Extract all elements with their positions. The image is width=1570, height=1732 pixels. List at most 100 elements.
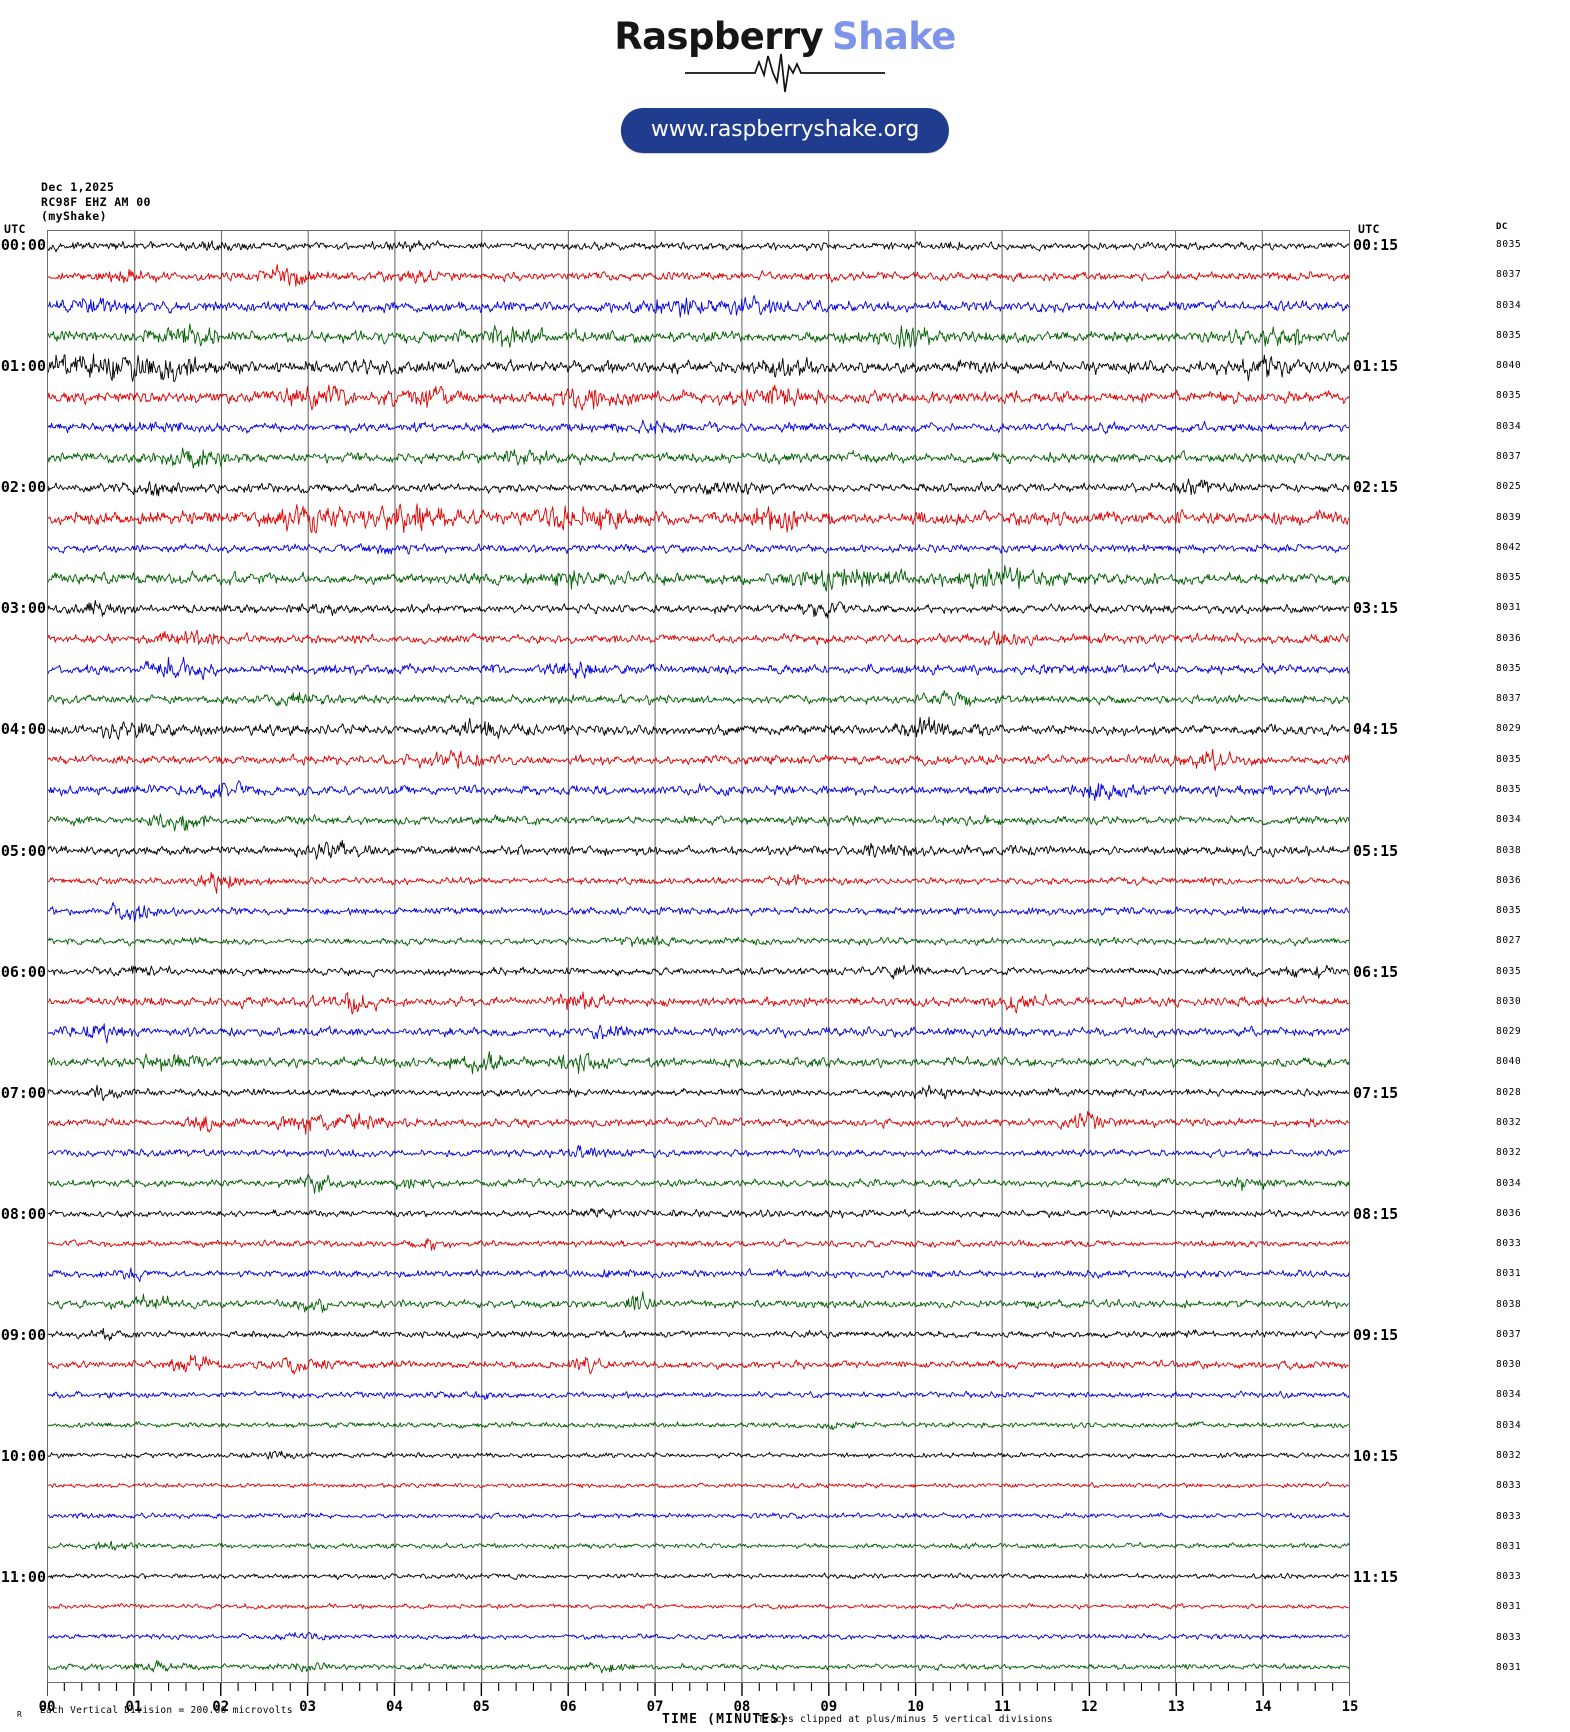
hour-label-right-4: 04:15 <box>1353 720 1399 739</box>
hour-label-left-1: 01:00 <box>0 357 46 376</box>
dc-value: 8035 <box>1496 390 1522 402</box>
dc-value: 8031 <box>1496 602 1522 614</box>
dc-value: 8031 <box>1496 1268 1522 1280</box>
raspberry-shake-logo: Raspberry Shake <box>0 18 1570 55</box>
x-tick-04: 04 <box>386 1699 403 1715</box>
x-tick-03: 03 <box>299 1699 317 1715</box>
dc-value: 8035 <box>1496 965 1522 977</box>
hour-label-left-9: 09:00 <box>0 1325 46 1344</box>
x-tick-06: 06 <box>559 1699 577 1715</box>
dc-value: 8038 <box>1496 844 1522 856</box>
dc-value: 8034 <box>1496 299 1522 311</box>
dc-value: 8027 <box>1496 935 1522 947</box>
hour-label-right-3: 03:15 <box>1353 599 1399 618</box>
dc-value: 8034 <box>1496 1419 1522 1431</box>
dc-value: 8032 <box>1496 1116 1522 1128</box>
meta-station: RC98F EHZ AM 00 <box>41 194 151 209</box>
hour-label-right-9: 09:15 <box>1353 1325 1399 1344</box>
dc-value: 8036 <box>1496 632 1522 644</box>
dc-value: 8038 <box>1496 1298 1522 1310</box>
seismic-traces <box>48 240 1349 1674</box>
dc-value: 8029 <box>1496 723 1522 735</box>
x-tick-05: 05 <box>472 1699 490 1715</box>
meta-date: Dec 1,2025 <box>41 180 115 194</box>
dc-value: 8042 <box>1496 541 1522 553</box>
hour-label-right-5: 05:15 <box>1353 841 1399 860</box>
dc-value: 8037 <box>1496 451 1522 463</box>
dc-value: 8034 <box>1496 1389 1522 1401</box>
x-tick-14: 14 <box>1254 1699 1272 1715</box>
hour-label-right-8: 08:15 <box>1353 1204 1399 1223</box>
x-tick-10: 10 <box>907 1699 925 1715</box>
hour-label-right-2: 02:15 <box>1353 478 1399 497</box>
seismic-waveform-icon <box>685 53 885 93</box>
dc-value: 8031 <box>1496 1601 1522 1613</box>
hour-label-right-7: 07:15 <box>1353 1083 1399 1102</box>
x-tick-13: 13 <box>1167 1699 1185 1715</box>
dc-value: 8035 <box>1496 329 1522 341</box>
logo-word-shake: Shake <box>832 15 956 58</box>
dc-value: 8040 <box>1496 1056 1522 1068</box>
dc-value: 8035 <box>1496 784 1522 795</box>
x-tick-15: 15 <box>1341 1699 1359 1715</box>
dc-value: 8035 <box>1496 572 1522 584</box>
hour-label-left-8: 08:00 <box>0 1204 46 1223</box>
dc-value: 8029 <box>1496 1026 1522 1038</box>
hour-label-left-4: 04:00 <box>0 720 46 739</box>
dc-value: 8030 <box>1496 1359 1522 1371</box>
dc-value: 8035 <box>1496 753 1522 765</box>
hour-label-left-11: 11:00 <box>0 1568 46 1587</box>
dc-value: 8035 <box>1496 662 1522 674</box>
dc-value: 8031 <box>1496 1540 1522 1552</box>
dc-value: 8033 <box>1496 1480 1522 1492</box>
dc-value: 8033 <box>1496 1571 1522 1583</box>
logo-word-raspberry: Raspberry <box>614 15 824 58</box>
x-tick-12: 12 <box>1080 1699 1098 1715</box>
website-url-button[interactable]: www.raspberryshake.org <box>620 108 950 153</box>
hour-label-left-3: 03:00 <box>0 599 46 618</box>
hour-label-left-0: 00:00 <box>0 236 46 255</box>
clip-note: Traces clipped at plus/minus 5 vertical … <box>758 1714 1053 1725</box>
hour-label-left-2: 02:00 <box>0 478 46 497</box>
hour-label-right-0: 00:15 <box>1353 236 1399 255</box>
dc-value: 8039 <box>1496 511 1522 523</box>
hour-label-right-1: 01:15 <box>1353 357 1399 376</box>
dc-value: 8034 <box>1496 420 1522 432</box>
dc-value: 8037 <box>1496 693 1522 705</box>
utc-header-left: UTC <box>4 222 26 236</box>
helicorder-metadata: Dec 1,2025 RC98F EHZ AM 00 (myShake) <box>41 180 151 224</box>
dc-value: 8036 <box>1496 874 1522 886</box>
x-tick-11: 11 <box>994 1699 1011 1715</box>
dc-value: 8030 <box>1496 995 1522 1007</box>
dc-header: DC <box>1496 222 1508 232</box>
x-tick-09: 09 <box>820 1699 838 1715</box>
hour-label-right-6: 06:15 <box>1353 962 1399 981</box>
dc-value: 8033 <box>1496 1631 1522 1643</box>
hour-label-left-7: 07:00 <box>0 1083 46 1102</box>
dc-value: 8037 <box>1496 1328 1522 1340</box>
dc-value: 8040 <box>1496 360 1522 372</box>
dc-value: 8032 <box>1496 1147 1522 1159</box>
brand-header: Raspberry Shake www.raspberryshake.org <box>0 0 1570 165</box>
hour-label-right-10: 10:15 <box>1353 1446 1399 1465</box>
dc-value: 8031 <box>1496 1661 1522 1673</box>
scale-note-prefix: R <box>17 1710 22 1719</box>
x-tick-07: 07 <box>646 1699 664 1715</box>
bottom-axis-ticks <box>47 1683 1350 1696</box>
hour-label-left-5: 05:00 <box>0 841 46 860</box>
dc-value: 8033 <box>1496 1510 1522 1522</box>
helicorder-plot[interactable] <box>47 230 1350 1683</box>
vertical-division-note: Each Vertical Division = 200.00 microvol… <box>40 1705 293 1716</box>
hour-label-left-6: 06:00 <box>0 962 46 981</box>
dc-value: 8028 <box>1496 1086 1522 1098</box>
x-axis-title: TIME (MINUTES) <box>662 1712 789 1727</box>
dc-value: 8036 <box>1496 1207 1522 1219</box>
dc-value: 8033 <box>1496 1238 1522 1250</box>
dc-value: 8034 <box>1496 1177 1522 1189</box>
hour-label-right-11: 11:15 <box>1353 1568 1399 1587</box>
dc-value: 8035 <box>1496 905 1522 917</box>
dc-value: 8035 <box>1496 239 1522 251</box>
dc-value: 8037 <box>1496 269 1522 281</box>
dc-value: 8032 <box>1496 1449 1522 1461</box>
meta-network-note: (myShake) <box>41 209 107 224</box>
